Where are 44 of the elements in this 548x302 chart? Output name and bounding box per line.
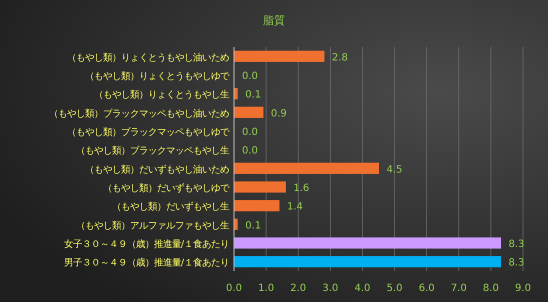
x-tick-label: 6.0	[418, 283, 435, 294]
y-tick-label: （もやし類）りょくとうもやしゆで	[85, 71, 230, 82]
bar	[234, 181, 286, 193]
data-label: 0.1	[245, 90, 262, 101]
bar	[234, 88, 238, 100]
y-tick-label: （もやし類）りょくとうもやし生	[94, 90, 229, 101]
x-tick-label: 5.0	[386, 283, 403, 294]
y-tick-label: （もやし類）だいずもやし生	[112, 202, 229, 213]
x-tick-label: 7.0	[450, 283, 467, 294]
chart-title: 脂質	[263, 14, 285, 27]
data-label: 0.0	[242, 146, 258, 157]
bar	[234, 237, 502, 249]
x-tick-label: 8.0	[482, 283, 499, 294]
data-label: 0.9	[270, 108, 287, 120]
y-tick-label: （もやし類）だいずもやし油いため	[85, 164, 229, 176]
y-tick-label: （もやし類）ブラックマッペもやし生	[76, 146, 229, 157]
y-tick-label: （もやし類）アルファルファもやし生	[76, 220, 229, 232]
bar	[234, 256, 502, 268]
data-label: 0.0	[242, 71, 258, 82]
x-tick-label: 2.0	[290, 283, 306, 294]
y-tick-label: （もやし類）ブラックマッペもやし油いため	[49, 108, 229, 120]
y-tick-label: （もやし類）だいずもやしゆで	[103, 183, 230, 194]
y-tick-label: （もやし類）りょくとうもやし油いため	[67, 52, 229, 64]
y-tick-label: 女子３０～４９（歳）推進量/１食あたり	[64, 239, 229, 250]
data-label: 8.3	[508, 258, 524, 269]
bar	[234, 200, 280, 212]
x-tick-label: 4.0	[354, 283, 370, 294]
data-label: 8.3	[508, 239, 524, 250]
x-tick-label: 3.0	[322, 283, 338, 294]
x-tick-label: 0.0	[226, 283, 242, 294]
x-tick-label: 1.0	[258, 283, 274, 294]
data-label: 4.5	[386, 164, 402, 176]
bar	[234, 162, 379, 174]
x-tick-label: 9.0	[515, 283, 531, 294]
y-tick-label: 男子３０～４９（歳）推進量/１食あたり	[64, 258, 229, 269]
data-label: 0.0	[242, 127, 258, 138]
data-label: 2.8	[332, 52, 348, 64]
y-tick-label: （もやし類）ブラックマッペもやしゆで	[67, 127, 230, 138]
bar	[234, 50, 324, 62]
bar	[234, 106, 264, 118]
data-label: 0.1	[245, 220, 262, 232]
data-label: 1.4	[286, 202, 303, 213]
data-label: 1.6	[293, 183, 310, 194]
bar	[234, 218, 238, 230]
